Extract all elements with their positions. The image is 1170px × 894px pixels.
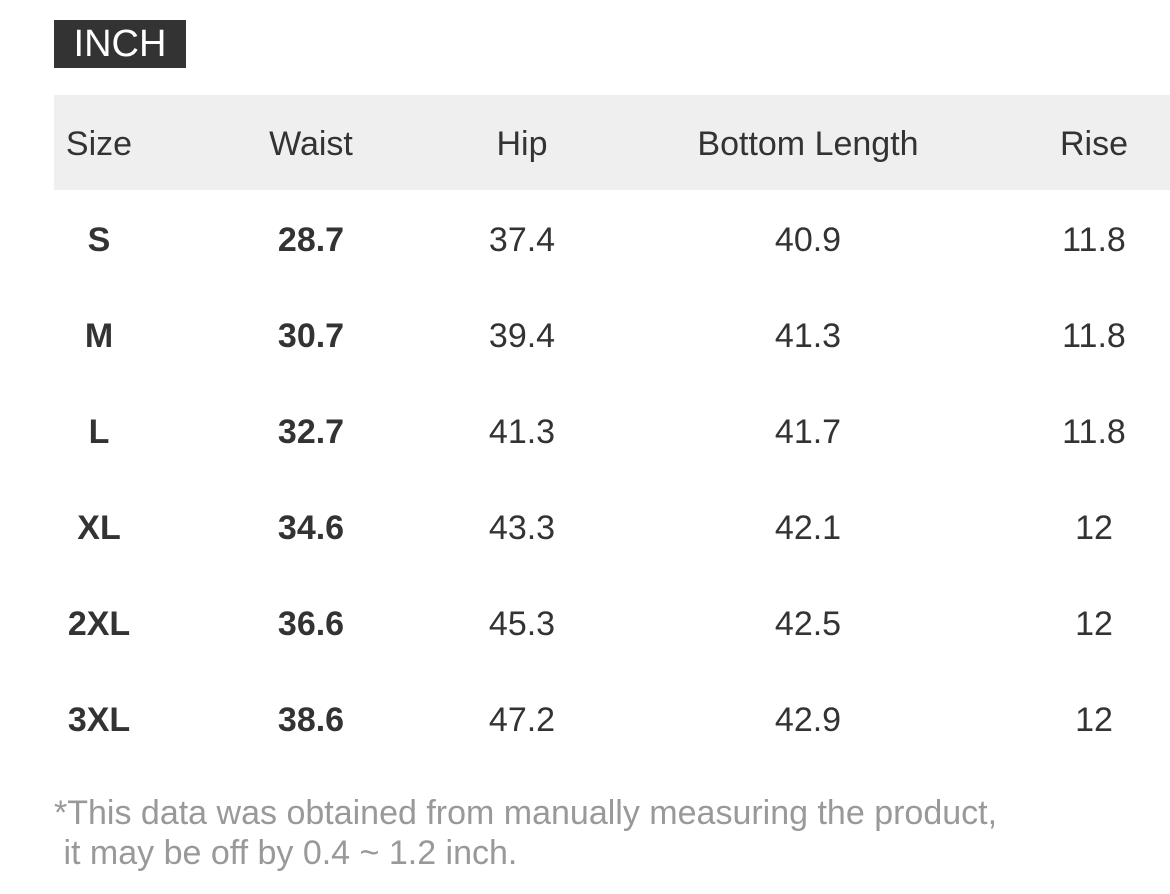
value-cell: 11.8	[1062, 317, 1126, 355]
note-line: it may be off by 0.4 ~ 1.2 inch.	[54, 834, 518, 872]
value-cell: 12	[1075, 605, 1113, 643]
unit-badge: INCH	[54, 20, 186, 68]
size-cell: M	[84, 317, 114, 355]
value-cell: 42.9	[774, 701, 842, 739]
value-cell: 38.6	[277, 701, 345, 739]
value-cell: 12	[1075, 509, 1113, 547]
value-cell: 45.3	[488, 605, 556, 643]
value-cell: 11.8	[1062, 413, 1126, 451]
size-cell: S	[87, 221, 111, 259]
value-cell: 41.3	[488, 413, 556, 451]
value-cell: 34.6	[277, 509, 345, 547]
header-band	[54, 95, 1170, 190]
header-cell: Size	[65, 125, 133, 163]
value-cell: 43.3	[488, 509, 556, 547]
value-cell: 41.7	[774, 413, 842, 451]
size-cell: 3XL	[67, 701, 131, 739]
size-cell: L	[88, 413, 110, 451]
size-cell: XL	[77, 509, 121, 547]
value-cell: 30.7	[277, 317, 345, 355]
value-cell: 41.3	[774, 317, 842, 355]
value-cell: 28.7	[277, 221, 345, 259]
value-cell: 12	[1075, 701, 1113, 739]
value-cell: 39.4	[488, 317, 556, 355]
value-cell: 47.2	[488, 701, 556, 739]
value-cell: 37.4	[488, 221, 556, 259]
header-cell: Bottom Length	[697, 125, 919, 163]
value-cell: 42.1	[774, 509, 842, 547]
note-line: *This data was obtained from manually me…	[54, 794, 998, 832]
header-cell: Rise	[1059, 125, 1129, 163]
header-cell: Waist	[269, 125, 353, 163]
size-cell: 2XL	[67, 605, 131, 643]
value-cell: 36.6	[277, 605, 345, 643]
header-cell: Hip	[496, 125, 548, 163]
value-cell: 11.8	[1062, 221, 1126, 259]
value-cell: 42.5	[774, 605, 842, 643]
value-cell: 32.7	[277, 413, 345, 451]
value-cell: 40.9	[774, 221, 842, 259]
